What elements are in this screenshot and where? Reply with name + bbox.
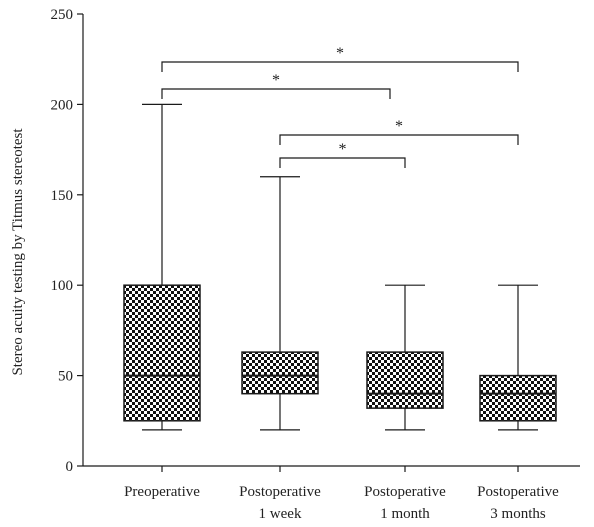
y-tick-label: 250	[51, 7, 74, 23]
significance-star: *	[336, 45, 344, 62]
significance-bracket: *	[279, 118, 519, 145]
box-4	[479, 284, 557, 431]
box-2	[241, 176, 319, 431]
y-tick-label: 0	[66, 459, 74, 475]
category-label: 3 months	[490, 506, 546, 522]
labels: 0 50 100 150 200 250 Stereo acuity testing by …	[10, 7, 559, 522]
box-iqr	[366, 351, 444, 409]
box-iqr	[479, 374, 557, 422]
significance-bracket: *	[279, 141, 406, 168]
significance-brackets: * * * *	[161, 45, 519, 168]
box-iqr	[241, 351, 319, 395]
bracket-line	[279, 134, 519, 145]
significance-bracket: *	[161, 45, 519, 72]
box-iqr	[123, 284, 201, 422]
category-label: Postoperative	[239, 484, 321, 500]
y-tick-label: 100	[51, 278, 74, 294]
significance-star: *	[395, 118, 403, 135]
boxes	[123, 103, 557, 431]
y-axis-label: Stereo acuity testing by Titmus stereote…	[10, 128, 26, 376]
category-label: 1 month	[380, 506, 430, 522]
significance-star: *	[272, 72, 280, 89]
category-label: Preoperative	[124, 484, 200, 500]
category-label: Postoperative	[477, 484, 559, 500]
axes	[77, 13, 580, 472]
category-label: 1 week	[259, 506, 302, 522]
y-tick-label: 50	[58, 369, 73, 385]
bracket-line	[161, 88, 391, 99]
box-3	[366, 284, 444, 431]
y-tick-label: 200	[51, 97, 74, 113]
significance-star: *	[339, 141, 347, 158]
y-tick-label: 150	[51, 188, 74, 204]
category-label: Postoperative	[364, 484, 446, 500]
significance-bracket: *	[161, 72, 391, 99]
bracket-line	[161, 61, 519, 72]
bracket-line	[279, 157, 406, 168]
box-1	[123, 103, 201, 431]
